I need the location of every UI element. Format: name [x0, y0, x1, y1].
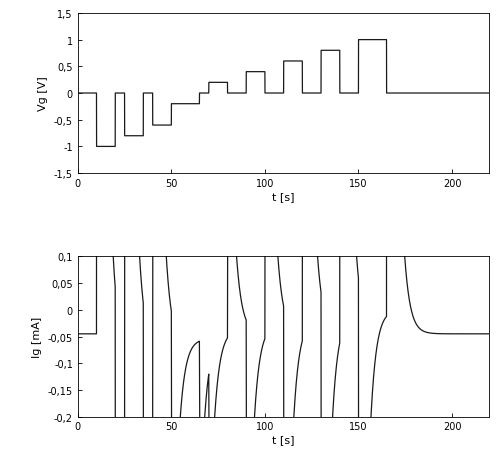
Y-axis label: Vɡ [V]: Vɡ [V] [38, 76, 48, 111]
X-axis label: t [s]: t [s] [272, 434, 294, 444]
Y-axis label: Iɡ [mA]: Iɡ [mA] [32, 316, 42, 357]
X-axis label: t [s]: t [s] [272, 191, 294, 201]
